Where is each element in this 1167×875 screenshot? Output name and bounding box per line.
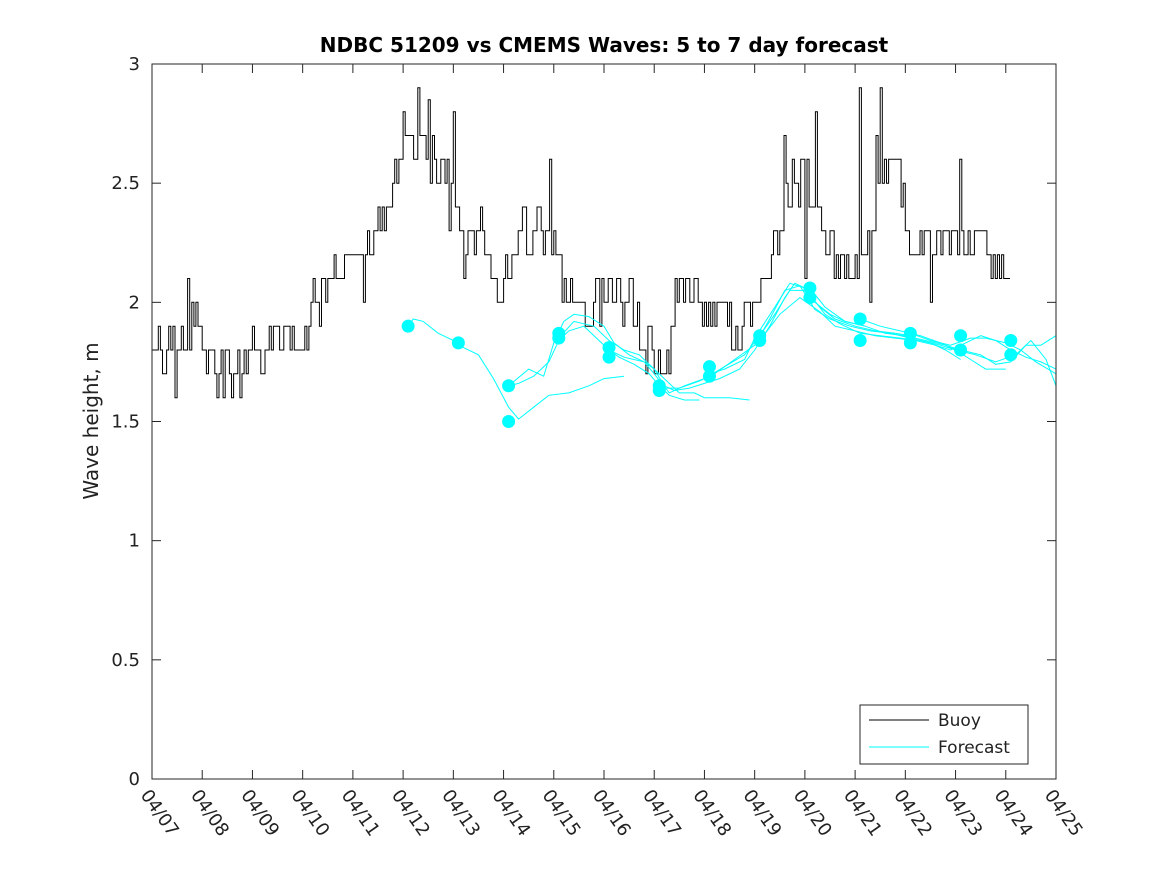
forecast-marker [502, 415, 516, 428]
buoy-series-line [152, 87, 1010, 399]
forecast-marker [803, 291, 817, 305]
y-tick-label: 1.5 [111, 412, 140, 433]
legend-buoy-label: Buoy [938, 711, 981, 731]
forecast-marker [502, 379, 516, 393]
forecast-marker [552, 331, 566, 345]
y-tick-label: 2 [129, 292, 140, 313]
forecast-marker [602, 350, 616, 364]
forecast-marker [853, 333, 867, 347]
legend: Buoy Forecast [859, 704, 1029, 765]
forecast-marker [753, 333, 767, 347]
forecast-marker [652, 384, 666, 398]
forecast-marker [903, 336, 917, 350]
y-tick-label: 1 [129, 531, 140, 552]
forecast-marker [702, 369, 716, 383]
forecast-marker [451, 336, 465, 350]
forecast-marker [853, 312, 867, 326]
y-axis: 0 0.5 1 1.5 2 2.5 3 [111, 54, 1056, 790]
forecast-marker [954, 343, 968, 357]
forecast-marker [803, 281, 817, 295]
forecast-series-line [407, 318, 459, 344]
forecast-marker [702, 360, 716, 374]
chart-title: NDBC 51209 vs CMEMS Waves: 5 to 7 day fo… [320, 33, 889, 57]
forecast-marker [602, 341, 616, 355]
y-tick-label: 3 [129, 54, 140, 75]
legend-forecast-label: Forecast [938, 738, 1010, 758]
forecast-marker [1004, 333, 1018, 347]
legend-box [859, 704, 1029, 765]
forecast-marker [903, 326, 917, 340]
plot-area [152, 87, 1057, 428]
forecast-series-line [910, 332, 1057, 375]
y-tick-label: 0 [129, 769, 140, 790]
forecast-series-line [508, 313, 750, 401]
forecast-marker [401, 319, 415, 333]
forecast-marker [954, 329, 968, 343]
y-tick-label: 2.5 [111, 173, 140, 194]
forecast-series-line [453, 342, 625, 420]
y-axis-label: Wave height, m [79, 342, 103, 499]
y-tick-label: 0.5 [111, 650, 140, 671]
forecast-marker [1004, 348, 1018, 362]
